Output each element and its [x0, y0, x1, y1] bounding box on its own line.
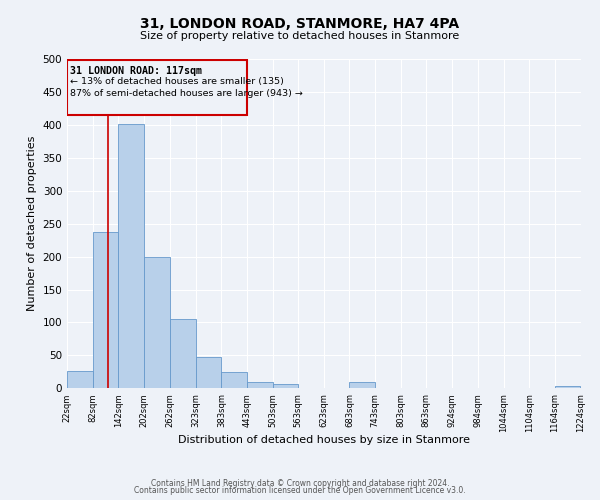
X-axis label: Distribution of detached houses by size in Stanmore: Distribution of detached houses by size …	[178, 435, 470, 445]
Y-axis label: Number of detached properties: Number of detached properties	[27, 136, 37, 312]
Text: Contains public sector information licensed under the Open Government Licence v3: Contains public sector information licen…	[134, 486, 466, 495]
Bar	[170, 318, 196, 388]
Bar	[247, 382, 272, 388]
Bar	[349, 382, 375, 388]
Bar	[196, 356, 221, 388]
Text: 31 LONDON ROAD: 117sqm: 31 LONDON ROAD: 117sqm	[70, 66, 202, 76]
Bar	[272, 384, 298, 388]
Text: Size of property relative to detached houses in Stanmore: Size of property relative to detached ho…	[140, 31, 460, 41]
Bar	[93, 232, 118, 388]
Text: 31, LONDON ROAD, STANMORE, HA7 4PA: 31, LONDON ROAD, STANMORE, HA7 4PA	[140, 18, 460, 32]
Bar	[67, 60, 247, 115]
Text: 87% of semi-detached houses are larger (943) →: 87% of semi-detached houses are larger (…	[70, 88, 302, 98]
Bar	[221, 372, 247, 388]
Bar	[118, 124, 144, 388]
Bar	[555, 386, 580, 388]
Text: Contains HM Land Registry data © Crown copyright and database right 2024.: Contains HM Land Registry data © Crown c…	[151, 478, 449, 488]
Bar	[144, 258, 170, 388]
Bar	[67, 370, 93, 388]
Text: ← 13% of detached houses are smaller (135): ← 13% of detached houses are smaller (13…	[70, 78, 284, 86]
